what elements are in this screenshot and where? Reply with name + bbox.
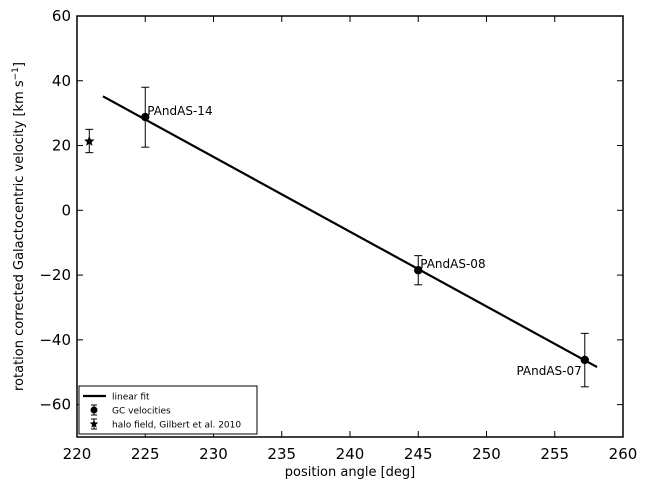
y-axis-label-end: ] [12,62,27,67]
y-axis-label: rotation corrected Galactocentric veloci… [11,62,27,391]
x-tick-label: 255 [540,445,569,463]
x-tick-label: 245 [404,445,433,463]
fit-line [102,95,598,369]
point-label: PAndAS-07 [516,364,581,378]
x-tick-label: 220 [63,445,92,463]
x-tick-label: 235 [267,445,296,463]
y-axis-label-superscript: −1 [11,67,21,80]
y-tick-label: 40 [52,72,71,90]
x-tick-label: 225 [131,445,160,463]
x-tick-label: 260 [609,445,638,463]
y-tick-label: 0 [61,201,71,219]
point-label: PAndAS-08 [420,257,485,271]
legend-label: halo field, Gilbert et al. 2010 [112,421,241,431]
y-tick-label: 20 [52,137,71,155]
gc-velocity-point [414,266,423,275]
plot-layer: PAndAS-14 PAndAS-08 PAndAS-07 [84,86,598,388]
x-tick-label: 250 [472,445,501,463]
y-tick-label: −40 [39,331,71,349]
y-tick-label: −20 [39,266,71,284]
ticks-layer: 220 225 230 235 240 245 250 255 260 −60 −40 −20 0 20 4… [39,7,637,463]
point-label: PAndAS-14 [147,104,212,118]
x-tick-label: 240 [336,445,365,463]
halo-field-point [84,135,95,146]
x-tick-label: 230 [199,445,228,463]
plot-frame [76,15,624,438]
x-axis-label: position angle [deg] [285,465,415,480]
y-axis-label-main: rotation corrected Galactocentric veloci… [12,80,27,391]
legend: linear fit GC velocities halo field, Gilbe… [78,385,258,435]
legend-box [78,385,258,435]
y-tick-label: 60 [52,7,71,25]
gc-velocity-point [141,112,150,122]
legend-circle-marker [90,406,98,414]
y-tick-label: −60 [39,396,71,414]
legend-star-marker [89,419,99,428]
legend-label: linear fit [112,393,150,403]
legend-label: GC velocities [112,407,171,417]
gc-velocity-point [580,355,589,365]
